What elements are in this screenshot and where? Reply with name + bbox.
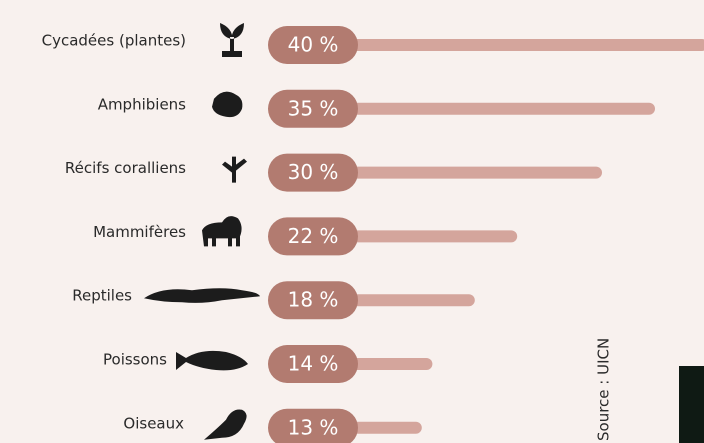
category-label: Reptiles [72,287,132,305]
value-label: 14 % [288,352,339,376]
value-label: 40 % [288,33,339,57]
value-label: 18 % [288,288,339,312]
value-label: 35 % [288,96,339,120]
category-label: Poissons [103,351,167,369]
category-label: Amphibiens [98,95,186,113]
category-label: Récifs coralliens [65,159,186,177]
corner-image [679,366,704,443]
chart: Source : UICN 40 % Cycadées (plantes) 35 %… [0,0,704,443]
value-label: 22 % [288,224,339,248]
value-label: 13 % [288,415,339,439]
value-label: 30 % [288,160,339,184]
category-label: Cycadées (plantes) [42,32,186,50]
source: Source : UICN [595,338,613,441]
page: Source : UICN 40 % Cycadées (plantes) 35 %… [0,0,704,443]
category-label: Mammifères [93,223,186,241]
category-label: Oiseaux [123,414,184,432]
